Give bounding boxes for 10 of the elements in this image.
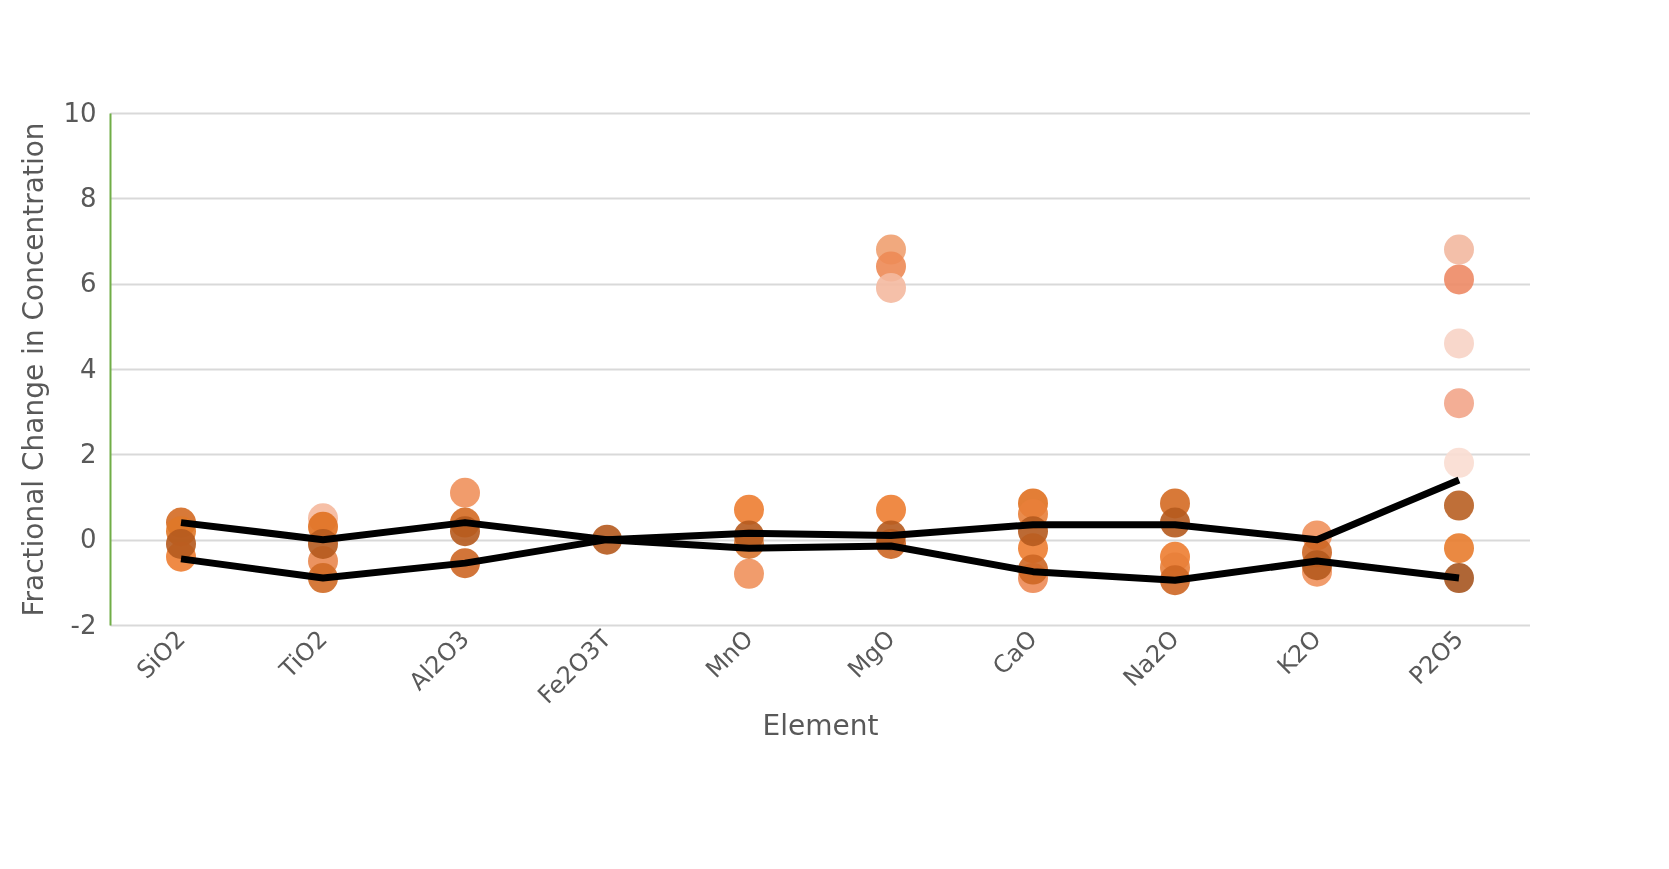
x-tick-label: CaO bbox=[987, 624, 1043, 681]
y-tick-label: 6 bbox=[79, 268, 97, 299]
y-tick-label: 4 bbox=[79, 353, 97, 384]
y-tick-label: -2 bbox=[70, 609, 97, 640]
y-tick-label: 0 bbox=[79, 524, 97, 555]
x-axis-title: Element bbox=[762, 708, 879, 742]
y-tick-label: 2 bbox=[79, 438, 97, 469]
y-axis-title: Fractional Change in Concentration bbox=[17, 122, 51, 617]
y-tick-label: 10 bbox=[63, 97, 97, 128]
y-tick-label: 8 bbox=[79, 182, 97, 213]
